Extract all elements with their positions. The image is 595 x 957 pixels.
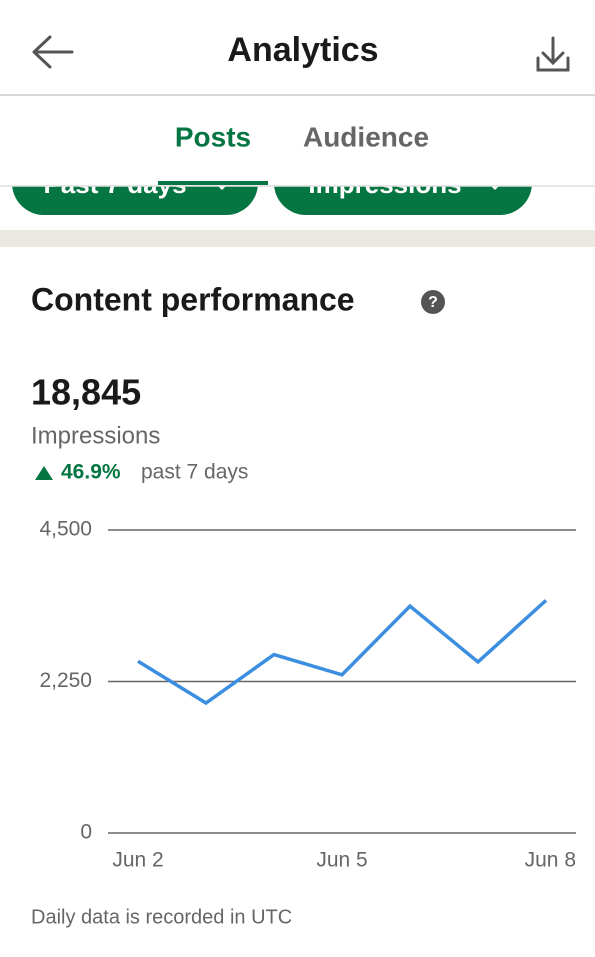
tab[interactable]: Posts: [175, 121, 251, 152]
trend-up-icon: [35, 466, 53, 480]
total-value: 18,845: [31, 372, 141, 413]
x-tick-label: Jun 2: [112, 849, 163, 872]
help-icon-glyph[interactable]: ?: [428, 294, 438, 311]
active-tab-indicator: [158, 181, 268, 185]
footnote: Daily data is recorded in UTC: [31, 906, 292, 928]
metric-label: Impressions: [31, 422, 160, 449]
y-tick-label: 4,500: [39, 518, 92, 541]
change-value: 46.9%: [61, 461, 121, 484]
x-tick-label: Jun 5: [316, 849, 367, 872]
y-tick-label: 0: [80, 821, 92, 844]
header: [0, 0, 595, 95]
download-button[interactable]: [536, 36, 570, 72]
tab-bar: [0, 96, 595, 186]
section-title: Content performance: [31, 281, 355, 317]
page-title: Analytics: [227, 31, 378, 69]
section-divider: [0, 230, 595, 247]
help-icon[interactable]: [421, 290, 445, 314]
back-button[interactable]: [32, 35, 74, 69]
chart: 0 2,250 4,500 Jun 2 Jun 5 Jun 8: [39, 518, 576, 872]
data-line: [137, 599, 548, 706]
y-tick-label: 2,250: [39, 669, 92, 692]
x-tick-label: Jun 8: [525, 849, 576, 872]
change-period: past 7 days: [141, 461, 248, 484]
tab[interactable]: Audience: [303, 121, 429, 152]
